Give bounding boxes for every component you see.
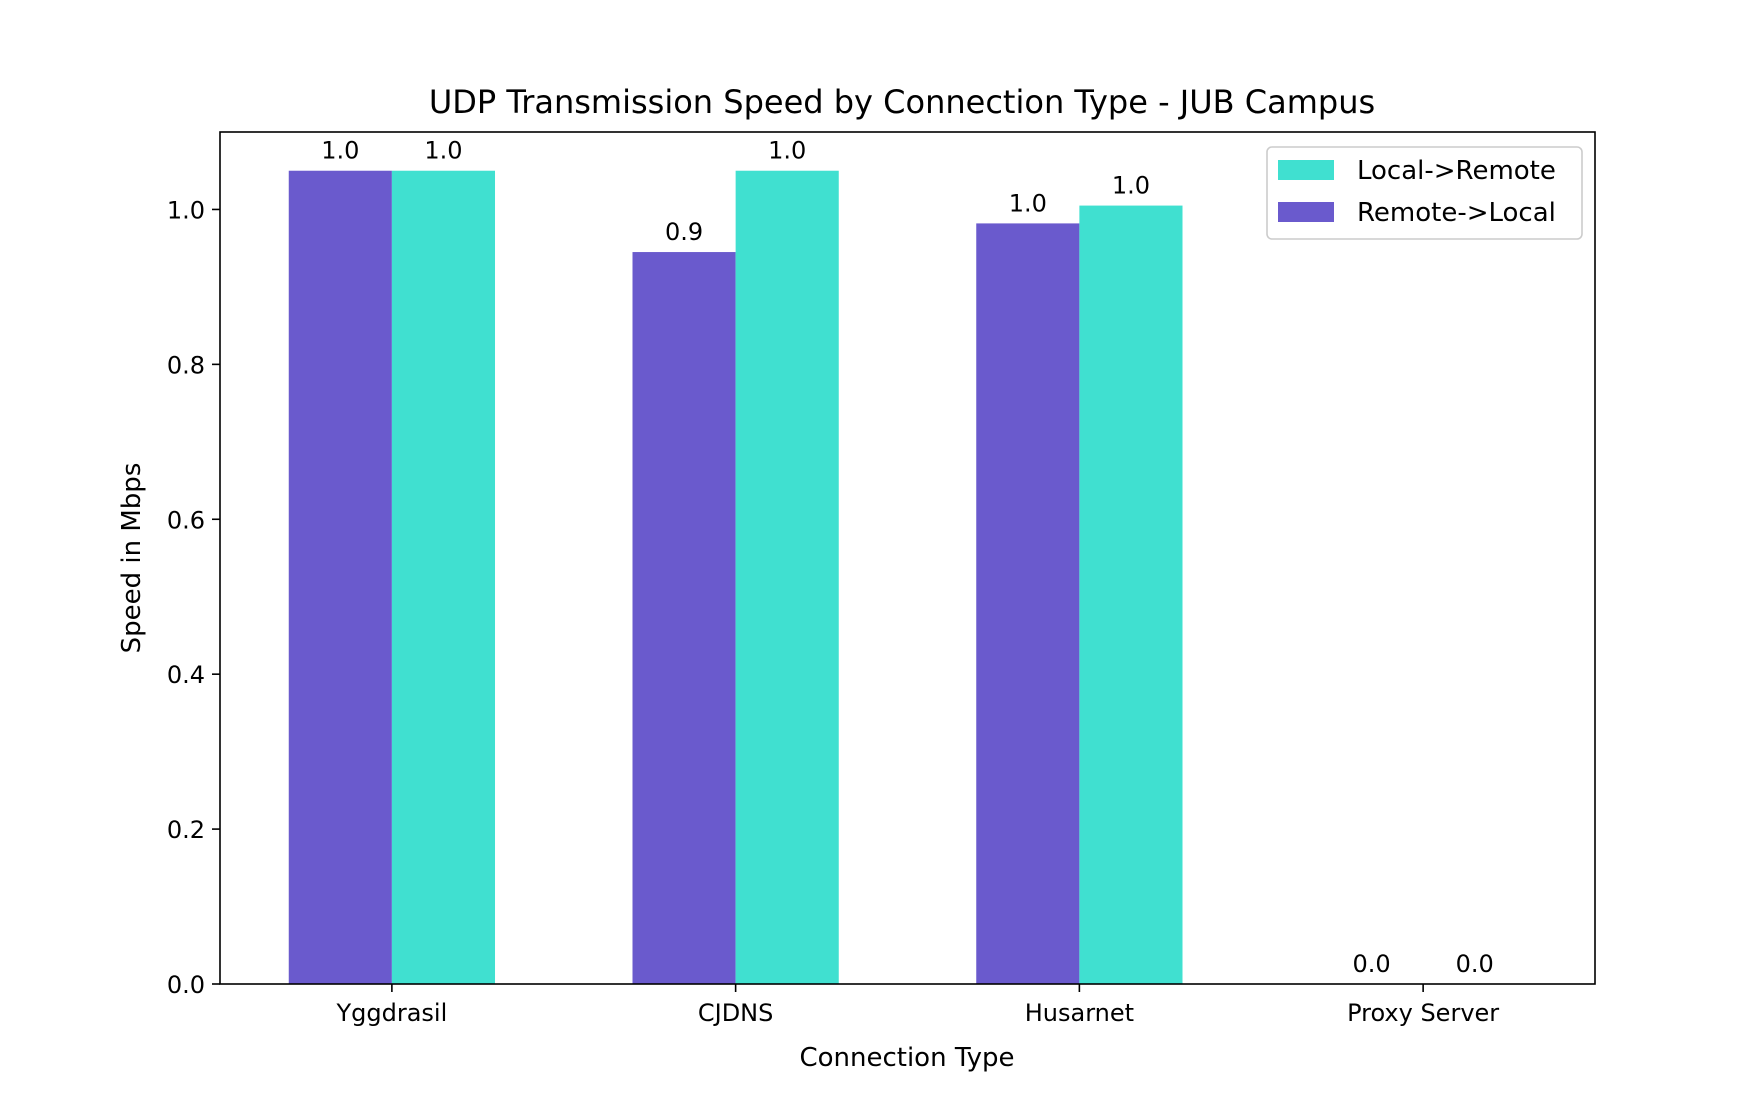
y-tick-label: 0.8 xyxy=(167,351,205,379)
bar-local-remote-cjdns xyxy=(735,170,839,985)
bar-remote-local-cjdns xyxy=(632,252,736,985)
x-tick-label-yggdrasil: Yggdrasil xyxy=(335,999,447,1027)
legend: Local->Remote Remote->Local xyxy=(1266,146,1583,240)
bar-local-remote-husarnet xyxy=(1079,205,1183,984)
y-tick-label: 0.6 xyxy=(167,506,205,534)
bar-remote-local-husarnet xyxy=(976,223,1080,984)
bar-remote-local-yggdrasil xyxy=(288,170,392,985)
legend-label-remote-local: Remote->Local xyxy=(1357,198,1556,228)
legend-frame xyxy=(1266,146,1583,240)
bar-labels-layer: 1.0 0.9 1.0 0.0 1.0 1.0 1.0 0.0 xyxy=(321,137,1494,978)
x-axis: Yggdrasil CJDNS Husarnet Proxy Server xyxy=(335,984,1499,1027)
legend-swatch-remote-local xyxy=(1278,202,1334,222)
chart-title: UDP Transmission Speed by Connection Typ… xyxy=(429,83,1375,121)
legend-label-local-remote: Local->Remote xyxy=(1357,156,1556,186)
legend-swatch-local-remote xyxy=(1278,160,1334,180)
bars-layer xyxy=(288,170,1183,985)
x-tick-label-cjdns: CJDNS xyxy=(698,999,774,1027)
bar-value-label-local-remote-husarnet: 1.0 xyxy=(1112,172,1150,200)
x-tick-label-husarnet: Husarnet xyxy=(1025,999,1134,1027)
y-tick-label: 0.0 xyxy=(167,971,205,999)
bar-value-label-remote-local-yggdrasil: 1.0 xyxy=(321,137,359,165)
bar-local-remote-yggdrasil xyxy=(391,170,496,985)
y-tick-label: 1.0 xyxy=(167,196,205,224)
x-tick-label-proxy-server: Proxy Server xyxy=(1347,999,1499,1027)
plot-area-frame xyxy=(219,131,1596,985)
y-tick-label: 0.4 xyxy=(167,661,205,689)
bar-value-label-local-remote-proxy-server: 0.0 xyxy=(1456,950,1494,978)
y-tick-label: 0.2 xyxy=(167,816,205,844)
bar-value-label-remote-local-husarnet: 1.0 xyxy=(1009,189,1047,217)
bar-value-label-remote-local-cjdns: 0.9 xyxy=(665,218,703,246)
bar-value-label-remote-local-proxy-server: 0.0 xyxy=(1352,950,1390,978)
y-axis: 0.0 0.2 0.4 0.6 0.8 1.0 xyxy=(167,196,220,999)
y-axis-label: Speed in Mbps xyxy=(117,463,147,654)
bar-value-label-local-remote-cjdns: 1.0 xyxy=(768,137,806,165)
bar-value-label-local-remote-yggdrasil: 1.0 xyxy=(424,137,462,165)
x-axis-label: Connection Type xyxy=(799,1043,1014,1073)
